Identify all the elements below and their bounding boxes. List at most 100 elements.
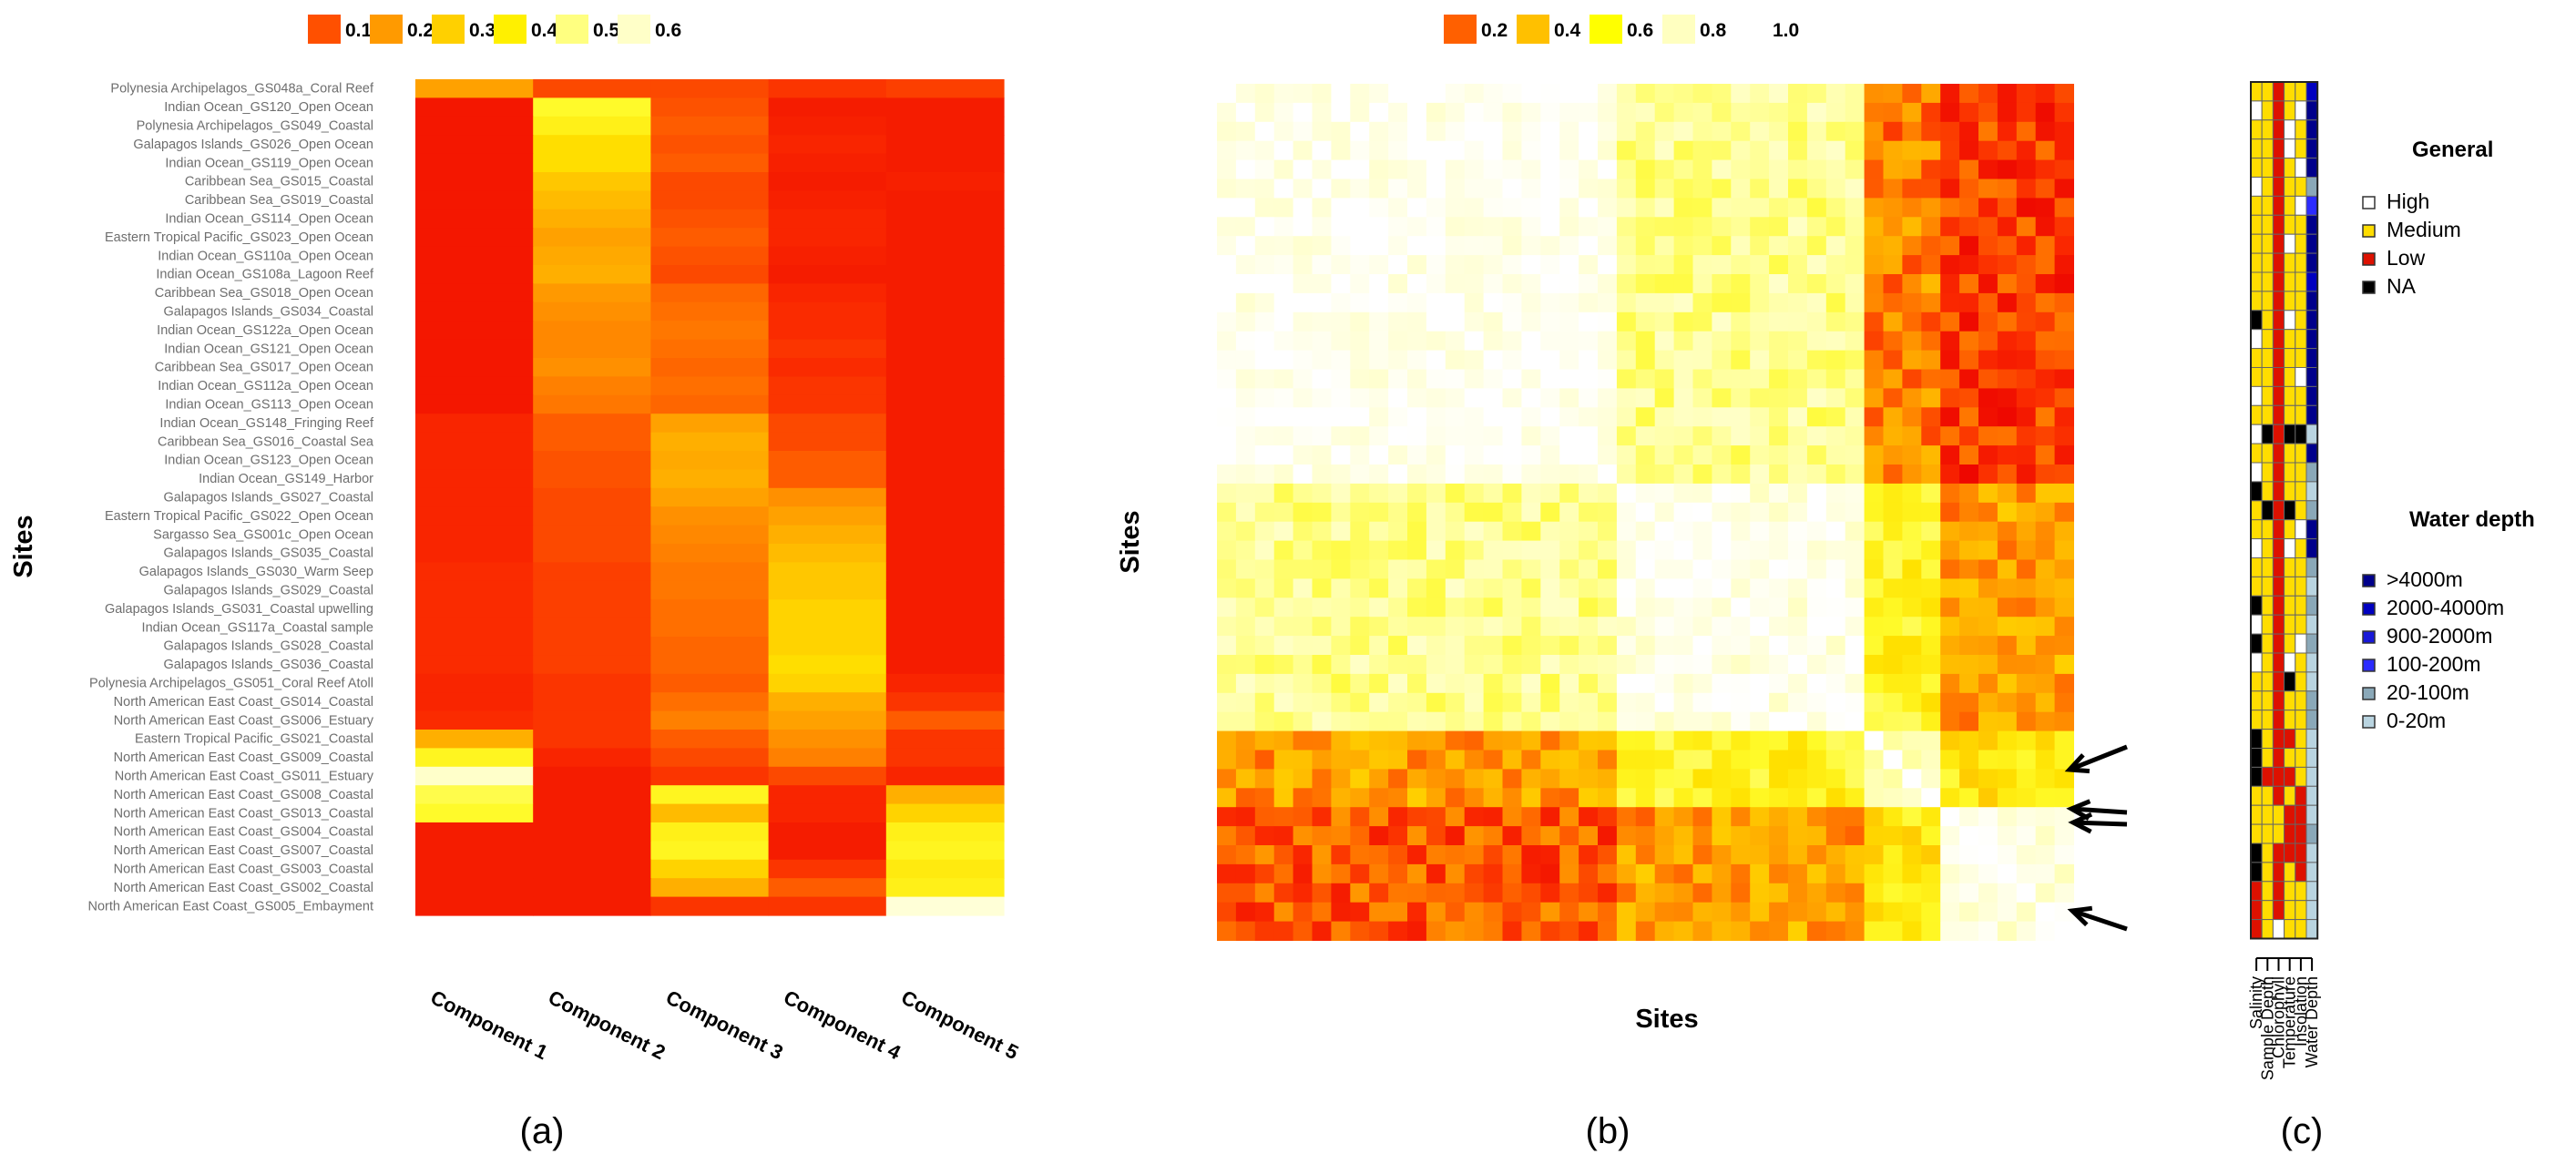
env-cell [2305,919,2318,939]
similarity-cell [1521,198,1541,218]
similarity-cell [1369,121,1389,142]
env-cell [2261,291,2274,311]
similarity-cell [1731,274,1751,294]
similarity-cell [1997,426,2018,446]
similarity-cell [1883,826,1903,846]
similarity-cell [1654,673,1675,694]
similarity-cell [2054,292,2074,313]
similarity-cell [1426,863,1446,884]
similarity-cell [1921,445,1941,465]
heatmap-cell [768,209,887,229]
similarity-cell [1388,217,1408,237]
similarity-cell [1350,311,1370,332]
similarity-cell [1769,255,1789,275]
similarity-cell [1921,617,1941,637]
similarity-cell [1788,750,1808,770]
heatmap-cell [533,730,651,749]
similarity-cell [1673,750,1693,770]
heatmap-cell [650,525,770,545]
similarity-cell [1483,845,1503,865]
similarity-cell [1788,617,1808,637]
similarity-cell [1616,807,1637,827]
similarity-cell [1635,159,1656,179]
heatmap-cell [885,637,1005,656]
similarity-cell [1559,807,1579,827]
similarity-cell [1502,255,1522,275]
similarity-cell [1902,407,1922,427]
similarity-cell [1388,597,1408,618]
similarity-cell [1598,159,1618,179]
similarity-cell [1312,540,1332,560]
similarity-cell [1369,350,1389,370]
heatmap-cell [650,301,770,322]
similarity-cell [1426,121,1446,142]
similarity-cell [1654,311,1675,332]
similarity-cell [1845,902,1866,923]
similarity-cell [1883,750,1903,770]
similarity-cell [1445,502,1466,523]
env-cell [2284,271,2296,292]
similarity-cell [1293,121,1313,142]
similarity-cell [1521,730,1541,750]
similarity-cell [1331,388,1351,408]
similarity-cell [1806,483,1827,504]
similarity-cell [1388,102,1408,123]
env-cell [2305,291,2318,311]
similarity-cell [1598,388,1618,408]
similarity-cell [1464,350,1485,370]
similarity-cell [1978,902,1998,923]
env-cell [2295,385,2307,406]
similarity-cell [1883,217,1903,237]
similarity-cell [1616,845,1637,865]
similarity-cell [1254,826,1275,846]
similarity-cell [1407,350,1427,370]
similarity-cell [1235,559,1256,579]
similarity-cell [1388,692,1408,713]
similarity-cell [1445,692,1466,713]
similarity-cell [1521,578,1541,598]
env-cell [2284,690,2296,711]
similarity-cell [1254,426,1275,446]
similarity-cell [1769,350,1789,370]
similarity-cell [1273,121,1294,142]
panel-c-label: (c) [2281,1111,2324,1151]
similarity-cell [1883,617,1903,637]
similarity-cell [1312,102,1332,123]
similarity-cell [1997,845,2018,865]
similarity-cell [1940,673,1960,694]
similarity-cell [1540,636,1560,656]
similarity-cell [1712,636,1732,656]
similarity-cell [1788,102,1808,123]
similarity-cell [1806,845,1827,865]
similarity-cell [1654,217,1675,237]
similarity-cell [1254,711,1275,732]
similarity-cell [1388,730,1408,750]
similarity-cell [2016,255,2037,275]
similarity-cell [1369,883,1389,904]
similarity-cell [1235,407,1256,427]
similarity-cell [1464,236,1485,256]
similarity-cell [1483,350,1503,370]
heatmap-cell [885,841,1005,861]
similarity-cell [1750,845,1770,865]
heatmap-cell [533,655,651,675]
similarity-cell [1598,597,1618,618]
similarity-cell [1521,521,1541,542]
similarity-cell [1997,769,2018,789]
heatmap-cell [768,766,887,786]
similarity-cell [1731,483,1751,504]
heatmap-cell [415,692,534,712]
similarity-cell [1273,84,1294,104]
similarity-cell [1635,730,1656,750]
similarity-cell [1806,826,1827,846]
similarity-cell [1273,921,1294,941]
heatmap-cell [768,135,887,155]
env-cell [2261,81,2274,102]
similarity-cell [1712,140,1732,161]
env-cell [2295,557,2307,577]
site-label: North American East Coast_GS007_Coastal [114,843,373,858]
heatmap-cell [533,525,651,545]
similarity-cell [1350,636,1370,656]
heatmap-cell [533,394,651,414]
site-label: North American East Coast_GS014_Coastal [114,695,373,710]
